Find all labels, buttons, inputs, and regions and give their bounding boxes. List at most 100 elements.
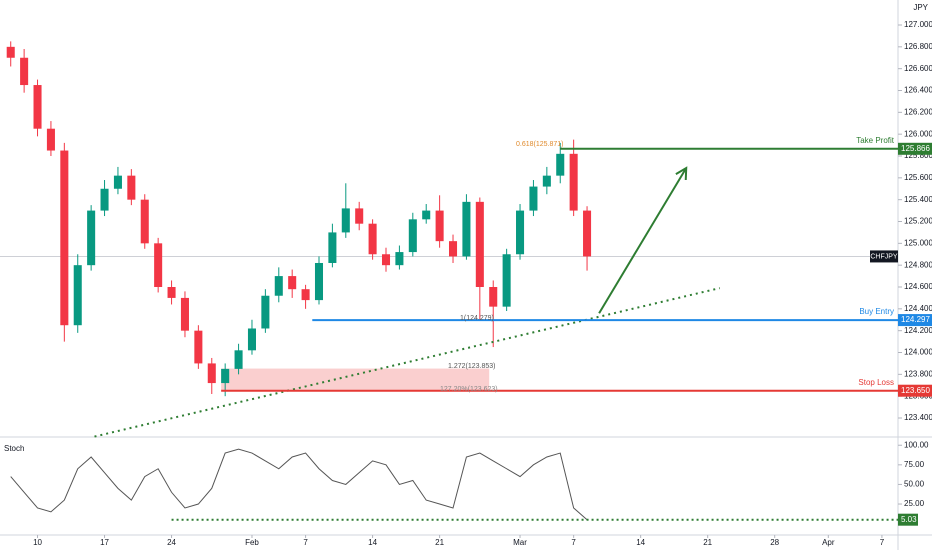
candle-body — [314, 262, 324, 301]
price-tag — [898, 384, 932, 397]
x-tick-label: Apr — [822, 538, 835, 547]
candle-body — [73, 265, 82, 326]
candle-body — [516, 210, 525, 255]
y-tick-label: 126.000 — [904, 129, 932, 138]
candle-body — [33, 85, 42, 129]
candle-body — [46, 128, 55, 151]
candle-body — [475, 201, 484, 288]
x-tick-label: 14 — [636, 538, 645, 547]
price-tag — [898, 314, 932, 327]
stoch-tick-label: 50.00 — [904, 480, 925, 489]
x-tick-label: 10 — [33, 538, 42, 547]
candle-body — [435, 210, 444, 242]
stoch-tick-label: 75.00 — [904, 460, 925, 469]
candle-body — [221, 368, 230, 384]
stoch-tick-label: 100.00 — [904, 440, 929, 449]
y-tick-label: 125.000 — [904, 238, 932, 247]
candle-body — [100, 188, 109, 211]
price-tag-label: 123.650 — [901, 386, 930, 395]
x-tick-label: 24 — [167, 538, 176, 547]
stoch-tag — [898, 513, 918, 526]
candle-body — [301, 289, 310, 301]
fib-label: 1(124.279) — [460, 315, 494, 322]
candle-body — [140, 199, 149, 244]
y-tick-label: 126.800 — [904, 42, 932, 51]
candle-body — [408, 219, 417, 253]
currency-label: JPY — [913, 3, 928, 12]
x-tick-label: 7 — [571, 538, 576, 547]
y-tick-label: 123.400 — [904, 413, 932, 422]
stoch-title: Stoch — [4, 444, 24, 453]
candle-body — [556, 153, 565, 176]
candle-body — [167, 287, 176, 298]
candle-body — [502, 254, 511, 307]
price-tag — [898, 142, 932, 155]
x-tick-label: Feb — [245, 538, 259, 547]
level-name: Take Profit — [856, 136, 895, 145]
y-tick-label: 124.000 — [904, 348, 932, 357]
candle-body — [422, 210, 431, 220]
candle-body — [261, 295, 270, 329]
candle-body — [20, 57, 29, 86]
trendline — [94, 287, 720, 438]
x-tick-label: 28 — [770, 538, 779, 547]
stoch-tag-label: 5.03 — [901, 515, 917, 524]
fib-label: 0.618(125.871) — [516, 141, 563, 148]
stoch-line — [10, 448, 588, 521]
x-tick-label: 7 — [880, 538, 885, 547]
x-tick-label: Mar — [513, 538, 527, 547]
y-tick-label: 125.400 — [904, 195, 932, 204]
candle-body — [395, 252, 404, 266]
candle-body — [127, 175, 136, 200]
symbol-tag — [870, 250, 898, 263]
candle-body — [462, 201, 471, 257]
y-tick-label: 127.000 — [904, 20, 932, 29]
x-tick-label: 21 — [435, 538, 444, 547]
fib-label: 1.272(123.853) — [448, 363, 495, 370]
fib-label: 127.20%(123.623) — [440, 386, 498, 393]
candle-body — [247, 328, 256, 351]
x-tick-label: 17 — [100, 538, 109, 547]
x-tick-label: 21 — [703, 538, 712, 547]
candle-body — [542, 175, 551, 187]
price-tag-label: 125.866 — [901, 144, 930, 153]
y-tick-label: 125.800 — [904, 151, 932, 160]
candle-body — [529, 186, 538, 211]
candle-body — [274, 276, 283, 296]
candle-body — [194, 330, 203, 364]
y-tick-label: 124.200 — [904, 326, 932, 335]
price-tag-label: 124.297 — [901, 315, 930, 324]
candle-body — [341, 208, 350, 233]
candle-body — [368, 223, 377, 255]
candle-body — [87, 210, 96, 266]
stoch-tick-label: 25.00 — [904, 499, 925, 508]
candle-body — [60, 150, 69, 326]
candle-body — [207, 363, 216, 384]
y-tick-label: 125.200 — [904, 217, 932, 226]
x-tick-label: 7 — [303, 538, 308, 547]
y-tick-label: 126.600 — [904, 64, 932, 73]
y-tick-label: 126.400 — [904, 86, 932, 95]
candle-body — [355, 208, 364, 224]
x-tick-label: 14 — [368, 538, 377, 547]
y-tick-label: 124.600 — [904, 282, 932, 291]
symbol-tag-label: CHFJPY — [870, 253, 898, 260]
y-tick-label: 125.600 — [904, 173, 932, 182]
arrow-head — [675, 166, 688, 181]
candle-body — [288, 276, 297, 290]
candle-body — [154, 243, 163, 288]
y-tick-label: 124.800 — [904, 260, 932, 269]
candle-body — [328, 232, 337, 263]
level-name: Stop Loss — [858, 378, 894, 387]
y-tick-label: 126.200 — [904, 107, 932, 116]
stop-zone — [221, 368, 490, 391]
candle-body — [583, 210, 592, 257]
candle-body — [113, 175, 122, 189]
y-tick-label: 124.400 — [904, 304, 932, 313]
candle-body — [381, 254, 391, 266]
candle-body — [180, 297, 189, 331]
candle-body — [234, 350, 243, 369]
candle-body — [569, 153, 578, 211]
